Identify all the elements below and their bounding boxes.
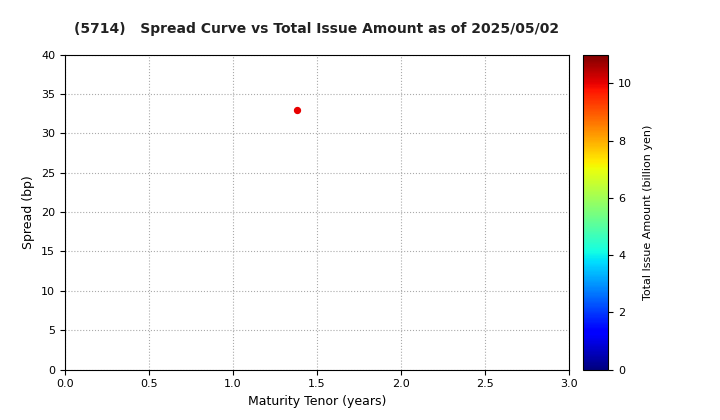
Point (291, 106, 302, 113)
Y-axis label: Spread (bp): Spread (bp) (22, 175, 35, 249)
X-axis label: Maturity Tenor (years): Maturity Tenor (years) (248, 395, 386, 408)
Y-axis label: Total Issue Amount (billion yen): Total Issue Amount (billion yen) (643, 124, 653, 300)
Text: (5714)   Spread Curve vs Total Issue Amount as of 2025/05/02: (5714) Spread Curve vs Total Issue Amoun… (74, 22, 559, 37)
